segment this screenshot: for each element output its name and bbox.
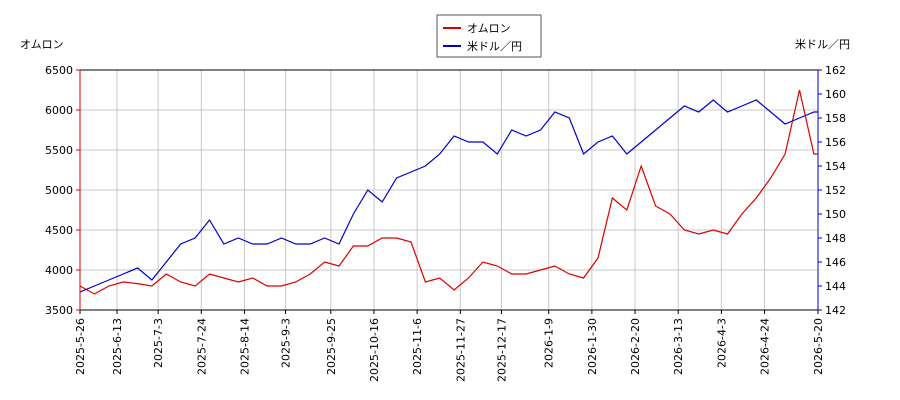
x-tick-label: 2026-5-20 [812, 318, 825, 375]
x-tick-label: 2025-8-14 [238, 318, 251, 375]
x-tick-label: 2025-6-13 [111, 318, 124, 375]
x-tick-label: 2026-3-13 [672, 318, 685, 375]
y2-tick-label: 162 [825, 64, 846, 77]
legend-label: 米ドル／円 [467, 40, 522, 53]
x-tick-label: 2025-7-3 [152, 318, 165, 368]
y2-axis-label: 米ドル／円 [795, 38, 850, 51]
y2-tick-label: 148 [825, 232, 846, 245]
legend-box [436, 14, 542, 58]
legend-label: オムロン [467, 22, 511, 35]
y2-tick-label: 160 [825, 88, 846, 101]
x-tick-label: 2025-5-26 [74, 318, 87, 375]
y-tick-label: 5000 [45, 184, 73, 197]
y2-tick-label: 158 [825, 112, 846, 125]
y2-tick-label: 144 [825, 280, 846, 293]
series-line [79, 89, 818, 295]
x-tick-label: 2025-9-3 [280, 318, 293, 368]
x-tick-label: 2025-7-24 [195, 318, 208, 375]
y-tick-label: 6500 [45, 64, 73, 77]
series-line [79, 99, 818, 293]
x-tick-label: 2025-12-17 [495, 318, 508, 382]
y2-tick-label: 156 [825, 136, 846, 149]
y-tick-label: 5500 [45, 144, 73, 157]
y2-tick-label: 152 [825, 184, 846, 197]
x-tick-label: 2026-1-30 [586, 318, 599, 375]
x-tick-label: 2025-11-27 [454, 318, 467, 382]
y2-tick-label: 150 [825, 208, 846, 221]
x-tick-label: 2026-4-3 [715, 318, 728, 368]
y2-tick-label: 142 [825, 304, 846, 317]
y-tick-label: 6000 [45, 104, 73, 117]
y-tick-label: 3500 [45, 304, 73, 317]
x-tick-label: 2025-9-25 [325, 318, 338, 375]
y2-tick-label: 146 [825, 256, 846, 269]
x-tick-label: 2025-10-16 [368, 318, 381, 382]
y2-tick-label: 154 [825, 160, 846, 173]
y-tick-label: 4000 [45, 264, 73, 277]
x-tick-label: 2026-4-24 [759, 318, 772, 375]
y-axis-label: オムロン [20, 38, 64, 51]
x-tick-label: 2026-2-20 [629, 318, 642, 375]
x-tick-label: 2025-11-6 [411, 318, 424, 375]
x-tick-label: 2026-1-9 [543, 318, 556, 368]
y-tick-label: 4500 [45, 224, 73, 237]
